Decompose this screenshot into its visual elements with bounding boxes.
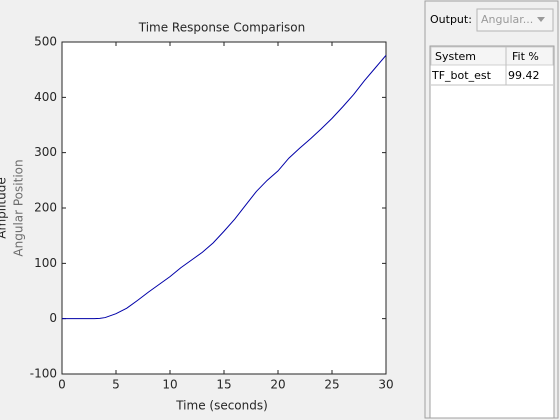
y-axis-label: Angular Position [12,159,26,256]
table-cell[interactable]: 99.42 [508,69,540,82]
dropdown-arrow [537,17,545,22]
plot-area [61,41,387,375]
y-tick-label: 500 [34,35,57,49]
x-tick-label: 5 [112,378,120,392]
x-axis-label: Time (seconds) [175,399,268,413]
table-cell[interactable]: TF_bot_est [431,69,492,82]
x-tick-label: 25 [324,378,339,392]
output-dropdown[interactable] [476,8,554,32]
x-tick-label: 15 [216,378,231,392]
chart-title: Time Response Comparison [138,21,305,35]
output-value: Angular... [481,13,533,26]
fit-table [429,45,555,419]
y-tick-label: 300 [34,145,57,159]
y-tick-label: 200 [34,201,57,215]
table-header [430,46,554,66]
x-tick-label: 20 [270,378,285,392]
header-cell: System [435,50,476,63]
data-line [62,54,387,320]
y-tick-label: -100 [30,367,57,381]
y-tick-label: 0 [49,311,57,325]
x-tick-label: 10 [162,378,177,392]
y-axis-label: Amplitude [0,177,9,239]
x-tick-label: 0 [58,378,66,392]
header-cell: Fit % [512,50,539,63]
y-tick-label: 100 [34,256,57,270]
output-label: Output: [430,13,472,26]
x-tick-label: 30 [378,378,393,392]
y-tick-label: 400 [34,90,57,104]
